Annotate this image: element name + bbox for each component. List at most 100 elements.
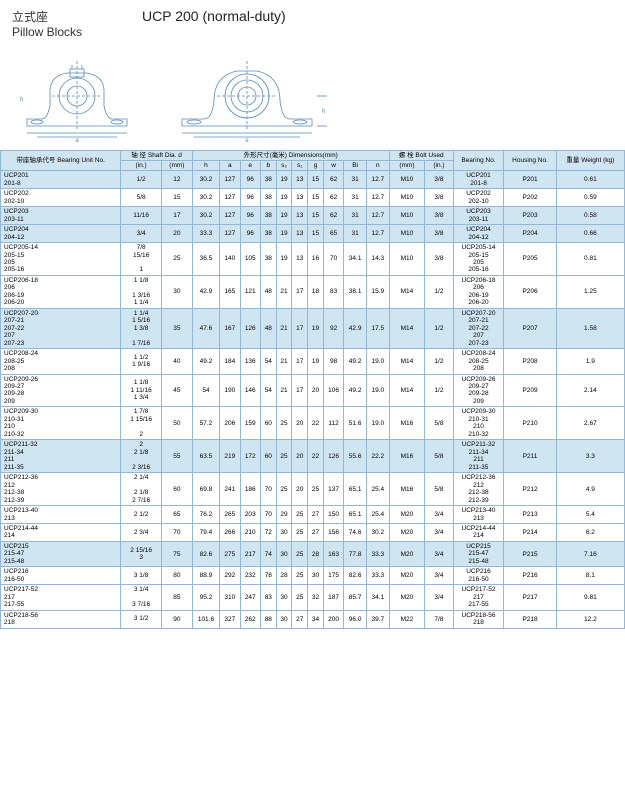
cell: 19 — [276, 189, 292, 207]
cell: 96 — [240, 207, 260, 225]
cell: 13 — [292, 189, 308, 207]
cell: 57.2 — [192, 407, 219, 440]
cell: 5/8 — [121, 189, 162, 207]
cell: 30 — [276, 610, 292, 628]
cell: 12.7 — [366, 207, 389, 225]
cell: 275 — [220, 541, 240, 566]
cell: 65 — [161, 506, 192, 524]
cell: 3 1/4 3 7/16 — [121, 585, 162, 610]
cell: 62 — [323, 171, 343, 189]
cell: 31 — [344, 207, 367, 225]
cell: 54 — [192, 374, 219, 407]
cell: 96 — [240, 189, 260, 207]
cell: 3/8 — [425, 189, 454, 207]
cell: M20 — [389, 541, 425, 566]
cell: 48 — [260, 275, 276, 308]
cell: UCP207-20 207-21 207-22 207 207-23 — [1, 308, 121, 348]
col-s1: s₁ — [292, 161, 308, 171]
cell: 156 — [323, 523, 343, 541]
table-row: UCP203 203-1111/161730.21279638191315623… — [1, 207, 625, 225]
cell: 15 — [308, 225, 324, 243]
cell: 92 — [323, 308, 343, 348]
cell: 0.58 — [556, 207, 624, 225]
cell: 65.1 — [344, 506, 367, 524]
cell: 35 — [161, 308, 192, 348]
cell: M14 — [389, 374, 425, 407]
cell: 96 — [240, 225, 260, 243]
cell: 85.7 — [344, 585, 367, 610]
cell: 136 — [240, 349, 260, 374]
cell: 20 — [292, 473, 308, 506]
cell: 3/4 — [425, 523, 454, 541]
cell: 19.0 — [366, 407, 389, 440]
cell: 1 1/2 1 9/16 — [121, 349, 162, 374]
cell: UCP208-24 208-25 208 — [1, 349, 121, 374]
spec-table: 带座轴承代号 Bearing Unit No. 轴 径 Shaft Dia. d… — [0, 150, 625, 629]
cell: P209 — [504, 374, 556, 407]
cell: 49.2 — [344, 374, 367, 407]
cell: 30 — [161, 275, 192, 308]
cell: UCP206-18 206 206-19 206-20 — [1, 275, 121, 308]
cell: UCP209-26 209-27 209-28 209 — [1, 374, 121, 407]
cell: 187 — [323, 585, 343, 610]
col-s2: s₂ — [276, 161, 292, 171]
cell: 22 — [308, 407, 324, 440]
cell: 25 — [292, 506, 308, 524]
cell: 88.9 — [192, 567, 219, 585]
cell: 70 — [260, 473, 276, 506]
cell: 77.8 — [344, 541, 367, 566]
cell: 247 — [240, 585, 260, 610]
cell: 30 — [276, 541, 292, 566]
cell: P201 — [504, 171, 556, 189]
cell: 62 — [323, 207, 343, 225]
cell: 12 — [161, 171, 192, 189]
cell: P211 — [504, 440, 556, 473]
cell: 31 — [344, 189, 367, 207]
cell: 5/8 — [425, 407, 454, 440]
cell: 83 — [260, 585, 276, 610]
cell: 17 — [292, 374, 308, 407]
cell: 0.59 — [556, 189, 624, 207]
table-row: UCP202 202-105/81530.2127963819131562311… — [1, 189, 625, 207]
cell: 30 — [276, 585, 292, 610]
table-row: UCP205-14 205-15 205 205-167/8 15/16 125… — [1, 243, 625, 276]
cell: 45 — [161, 374, 192, 407]
cell: 31 — [344, 225, 367, 243]
table-body: UCP201 201-81/21230.21279638191315623112… — [1, 171, 625, 628]
col-bolt: 螺 栓 Bolt Used — [389, 151, 453, 161]
cell: UCP217-52 217 217-55 — [453, 585, 504, 610]
cell: 1/2 — [425, 275, 454, 308]
cell: 13 — [292, 243, 308, 276]
cell: 3/4 — [425, 541, 454, 566]
cell: 40 — [161, 349, 192, 374]
cell: 146 — [240, 374, 260, 407]
cell: 65.1 — [344, 473, 367, 506]
cell: 127 — [220, 207, 240, 225]
cell: 14.3 — [366, 243, 389, 276]
col-e: e — [240, 161, 260, 171]
cell: M10 — [389, 171, 425, 189]
cell: 1 1/8 1 3/16 1 1/4 — [121, 275, 162, 308]
cell: 2 3/4 — [121, 523, 162, 541]
cell: 1.58 — [556, 308, 624, 348]
cell: 3/8 — [425, 225, 454, 243]
col-bolt-in: (in.) — [425, 161, 454, 171]
table-row: UCP212-36 212 212-38 212-392 1/4 2 1/8 2… — [1, 473, 625, 506]
cell: 42.9 — [192, 275, 219, 308]
cell: 27 — [308, 523, 324, 541]
cell: 95.2 — [192, 585, 219, 610]
table-row: UCP211-32 211-34 211 211-352 2 1/8 2 3/1… — [1, 440, 625, 473]
cell: 3/8 — [425, 207, 454, 225]
cell: UCP203 203-11 — [453, 207, 504, 225]
cell: 49.2 — [192, 349, 219, 374]
cell: 49.2 — [344, 349, 367, 374]
cell: 2 1/2 — [121, 506, 162, 524]
cell: 79.4 — [192, 523, 219, 541]
svg-text:a: a — [75, 138, 79, 144]
cell: M20 — [389, 585, 425, 610]
cell: 19 — [276, 243, 292, 276]
col-n: n — [366, 161, 389, 171]
cell: 25 — [292, 567, 308, 585]
cell: 15 — [161, 189, 192, 207]
cell: 165 — [220, 275, 240, 308]
